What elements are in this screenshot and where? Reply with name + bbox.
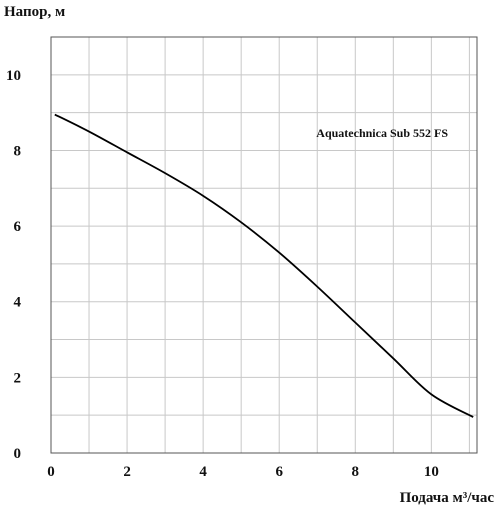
x-tick-label: 6 — [275, 464, 283, 480]
x-tick-label: 8 — [352, 464, 360, 480]
x-tick-label: 0 — [47, 464, 55, 480]
y-axis-title: Напор, м — [4, 4, 65, 20]
x-axis-title: Подача м³/час — [400, 490, 495, 506]
series-line — [54, 113, 474, 418]
x-tick-label: 10 — [424, 464, 439, 480]
y-tick-label: 10 — [6, 68, 21, 84]
plot-frame — [50, 36, 478, 454]
y-tick-label: 4 — [14, 295, 22, 311]
x-tick-label: 4 — [199, 464, 207, 480]
y-tick-label: 8 — [14, 143, 22, 159]
series-layer: Aquatechnica Sub 552 FS — [54, 113, 474, 418]
x-tick-label: 2 — [123, 464, 131, 480]
series-label: Aquatechnica Sub 552 FS — [316, 126, 448, 140]
tick-labels: 0 2 4 6 8 10 0 2 4 6 8 10 — [6, 68, 439, 480]
y-tick-label: 6 — [14, 219, 22, 235]
y-tick-label: 2 — [14, 370, 22, 386]
y-tick-label: 0 — [14, 446, 22, 462]
